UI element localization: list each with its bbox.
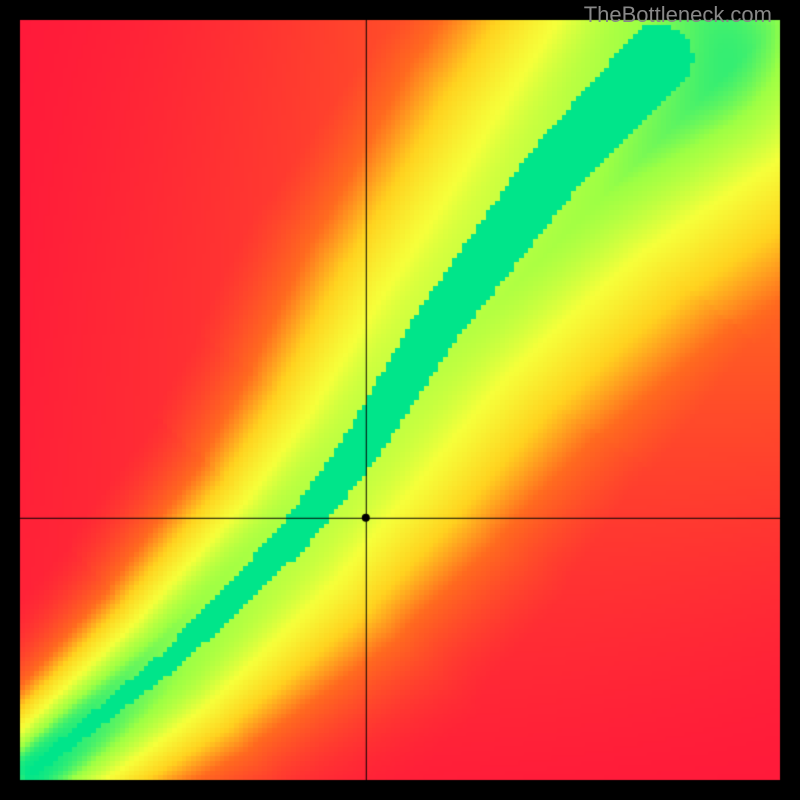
bottleneck-heatmap: [0, 0, 800, 800]
watermark-text: TheBottleneck.com: [584, 2, 772, 28]
